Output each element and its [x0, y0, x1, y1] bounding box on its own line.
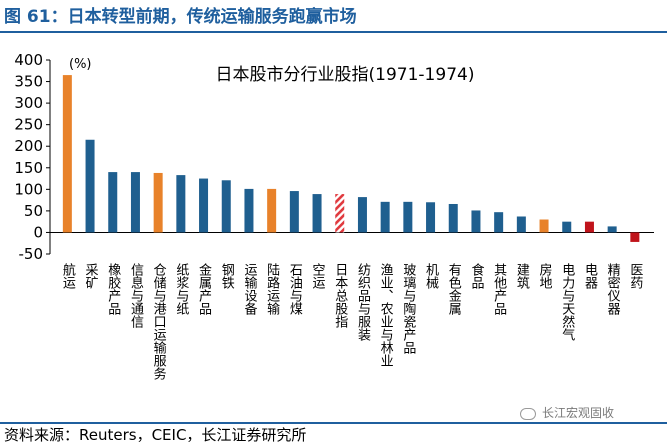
bar-6 [176, 175, 186, 233]
category-label: 房地 [537, 262, 553, 289]
category-label: 建筑 [514, 263, 530, 290]
y-tick-label: 300 [14, 94, 43, 112]
y-tick-label: 100 [14, 180, 43, 198]
category-label: 渔业、农业与林业 [378, 263, 394, 367]
bar-21 [516, 216, 526, 233]
category-label: 机械 [423, 263, 439, 289]
category-label: 日本总股指 [332, 263, 348, 328]
y-tick-label: 250 [14, 116, 43, 134]
category-label: 纸浆与纸 [173, 263, 189, 316]
category-label: 玻璃与陶瓷产品 [400, 263, 416, 354]
category-label: 陆路运输 [264, 262, 280, 315]
watermark: 长江宏观固收 [520, 404, 614, 421]
bar-9 [244, 188, 254, 233]
bar-5 [153, 172, 163, 233]
bar-23 [562, 221, 572, 233]
category-label: 信息与通信 [128, 263, 144, 328]
bar-13 [335, 194, 345, 233]
bar-chart: 日本股市分行业股指(1971-1974) (%) 400 350 300 250 200 15… [14, 51, 654, 380]
bar-22 [539, 219, 549, 233]
wechat-icon [520, 407, 536, 420]
category-label: 金属产品 [196, 262, 212, 315]
y-tick-label: 0 [33, 223, 43, 241]
category-label: 运输设备 [241, 263, 257, 316]
bar-8 [221, 180, 231, 233]
category-label: 航运 [60, 262, 76, 290]
category-label: 采矿 [83, 263, 99, 289]
bar-3 [108, 172, 118, 233]
bar-26 [630, 232, 640, 242]
bar-4 [130, 172, 140, 233]
category-label: 其他产品 [491, 263, 507, 315]
source-rule [0, 422, 667, 424]
bar-7 [199, 178, 209, 233]
category-label: 电器 [582, 263, 598, 290]
unit-label: (%) [69, 57, 92, 72]
category-label: 纺织品与服装 [355, 263, 371, 341]
y-tick-label: -50 [19, 245, 44, 263]
category-label: 电力与天然气 [559, 263, 575, 341]
bar-10 [267, 188, 277, 233]
bar-2 [85, 139, 95, 233]
y-tick-label: 150 [14, 159, 43, 177]
bar-17 [426, 202, 436, 233]
category-label: 石油与煤 [287, 263, 303, 315]
title-rule [0, 31, 667, 33]
category-label: 钢铁 [219, 263, 235, 289]
bar-1 [62, 75, 72, 233]
bar-14 [357, 197, 367, 233]
category-label: 空运 [310, 263, 326, 290]
bar-19 [471, 210, 481, 233]
source-note: 资料来源：Reuters，CEIC，长江证券研究所 [4, 426, 307, 444]
y-tick-label: 50 [24, 202, 43, 220]
bar-25 [607, 226, 617, 233]
category-label: 仓储与港口运输服务 [151, 263, 167, 380]
category-label: 有色金属 [446, 263, 462, 316]
category-label: 医药 [627, 263, 643, 289]
bar-12 [312, 194, 322, 233]
y-tick-label: 400 [14, 51, 43, 69]
figure-title: 图 61：日本转型前期，传统运输服务跑赢市场 [4, 7, 357, 27]
bar-24 [584, 221, 594, 233]
bar-16 [403, 201, 413, 233]
category-label: 橡胶产品 [105, 263, 121, 315]
bar-15 [380, 201, 390, 233]
bar-11 [289, 191, 299, 233]
y-tick-label: 200 [14, 137, 43, 155]
bar-18 [448, 203, 458, 233]
watermark-text: 长江宏观固收 [542, 406, 615, 420]
bar-20 [494, 212, 504, 233]
y-tick-label: 350 [14, 73, 43, 91]
category-label: 食品 [468, 262, 484, 289]
category-label: 精密仪器 [605, 263, 621, 316]
chart-title: 日本股市分行业股指(1971-1974) [216, 65, 475, 85]
